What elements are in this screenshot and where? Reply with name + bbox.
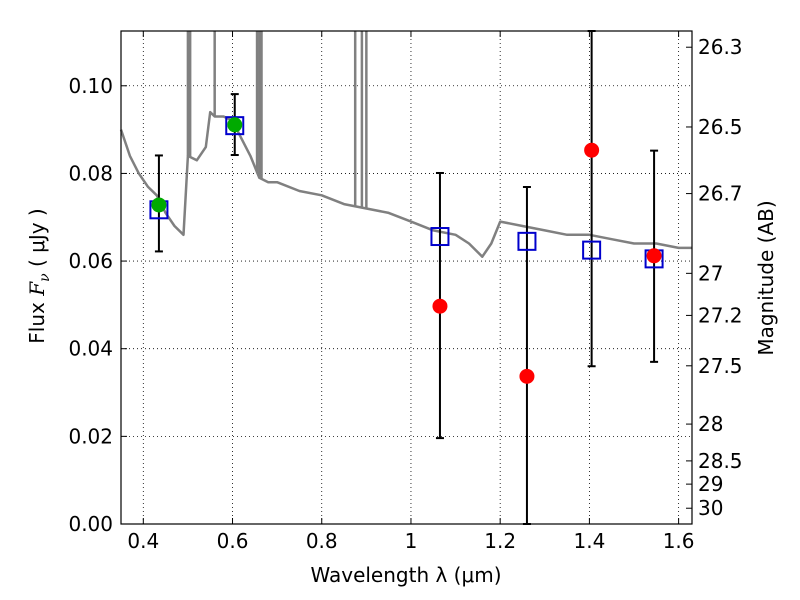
y2-axis-label: Magnitude (AB) xyxy=(754,200,778,355)
y2-tick-label: 30 xyxy=(698,496,723,520)
y-axis-label-suffix: ( μJy ) xyxy=(25,208,49,273)
y-tick-label: 0.08 xyxy=(68,161,113,185)
x-axis-label: Wavelength λ (μm) xyxy=(310,563,501,587)
y-axis-label-sub: ν xyxy=(37,273,53,282)
plot-frame xyxy=(120,30,693,525)
y2-tick-label: 26.7 xyxy=(698,182,743,206)
y-tick-label: 0.02 xyxy=(68,424,113,448)
y2-tick-label: 29 xyxy=(698,472,723,496)
observed-flux-point xyxy=(519,368,535,384)
tick-layer xyxy=(121,31,692,525)
x-tick-label: 1.2 xyxy=(484,529,516,553)
sed-model-layer xyxy=(119,31,692,258)
x-tick-label: 1.6 xyxy=(663,529,695,553)
observed-flux-point xyxy=(432,298,448,314)
grid-layer xyxy=(121,31,692,525)
model-photometry-square xyxy=(225,116,245,136)
model-photometry-square xyxy=(430,227,450,247)
errorbar-layer xyxy=(154,30,659,525)
sed-model-line xyxy=(119,110,692,258)
observed-flux-point xyxy=(227,117,243,133)
x-tick-label: 0.8 xyxy=(306,529,338,553)
y-axis-label: Flux Fν ( μJy ) xyxy=(25,208,53,343)
y-axis-label-var: F xyxy=(25,281,49,297)
y2-tick-label: 28 xyxy=(698,412,723,436)
y-tick-label: 0.06 xyxy=(68,249,113,273)
y2-tick-label: 27.5 xyxy=(698,354,743,378)
x-tick-label: 1.4 xyxy=(573,529,605,553)
y2-tick-label: 26.3 xyxy=(698,35,743,59)
y2-tick-label: 27 xyxy=(698,261,723,285)
observed-flux-point xyxy=(584,142,600,158)
x-tick-label: 1 xyxy=(405,529,418,553)
y-axis-label-prefix: Flux xyxy=(25,296,49,344)
y-tick-label: 0.00 xyxy=(68,512,113,536)
y2-tick-label: 26.5 xyxy=(698,115,743,139)
tick-label-layer: 0.4 0.6 0.8 1 1.2 1.4 1.6 0.00 0.02 0.04 0.06 0.08 0… xyxy=(68,35,742,553)
x-tick-label: 0.6 xyxy=(217,529,249,553)
model-photometry-square xyxy=(517,231,537,251)
observed-flux-point xyxy=(151,197,167,213)
model-photometry-square xyxy=(582,240,602,260)
marker-layer xyxy=(149,116,664,384)
x-tick-label: 0.4 xyxy=(127,529,159,553)
y-tick-label: 0.10 xyxy=(68,74,113,98)
y2-tick-label: 27.2 xyxy=(698,303,743,327)
observed-flux-point xyxy=(646,248,662,264)
y-tick-label: 0.04 xyxy=(68,337,113,361)
y2-tick-label: 28.5 xyxy=(698,449,743,473)
